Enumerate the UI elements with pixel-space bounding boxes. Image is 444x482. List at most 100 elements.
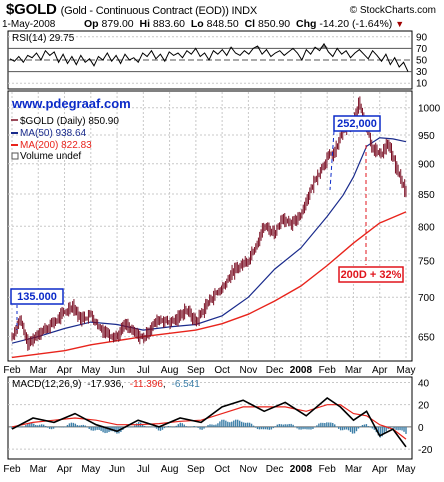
macd-tick-label: 0	[418, 423, 424, 434]
macd-histogram-bar	[270, 426, 273, 430]
macd-histogram-bar	[171, 426, 174, 428]
high-value: 883.60	[152, 18, 186, 30]
macd-histogram-bar	[46, 426, 49, 428]
macd-histogram-bar	[347, 426, 350, 431]
macd-histogram-bar	[304, 426, 306, 430]
macd-histogram-bar	[401, 426, 403, 431]
macd-histogram-bar	[324, 423, 326, 427]
macd-histogram-bar	[330, 422, 332, 427]
legend-price: $GOLD (Daily) 850.90	[20, 116, 119, 127]
macd-histogram-bar	[159, 426, 162, 431]
macd-histogram-bar	[37, 425, 39, 427]
callout-gain-box	[338, 266, 404, 283]
x-axis-label: Feb	[319, 365, 337, 376]
macd-histogram-bar	[343, 426, 346, 430]
macd-histogram-bar	[367, 426, 370, 427]
macd-histogram-bar	[80, 425, 82, 427]
chart-title: $GOLD (Gold - Continuous Contract (EOD))…	[6, 1, 257, 18]
macd-sep-2: ,	[163, 379, 166, 390]
macd-histogram-bar	[126, 426, 128, 428]
macd-histogram-bar	[70, 422, 73, 427]
macd-histogram-bar	[219, 421, 221, 427]
macd-histogram-bar	[369, 426, 372, 428]
macd-tick-label: -20	[418, 445, 433, 456]
macd-histogram-bar	[165, 426, 168, 428]
macd-histogram-bar	[181, 423, 183, 427]
macd-histogram-bar	[179, 422, 181, 427]
macd-histogram-bar	[62, 426, 65, 428]
macd-histogram-bar	[296, 426, 298, 429]
x-axis-label: May	[81, 365, 100, 376]
macd-histogram-bar	[334, 424, 336, 427]
x-axis-label: Mar	[30, 365, 48, 376]
macd-histogram-bar	[106, 426, 108, 433]
macd-histogram-bar	[389, 426, 391, 428]
macd-histogram-bar	[298, 426, 300, 430]
x-axis-label: Apr	[57, 464, 73, 475]
callout-peak-line	[329, 130, 335, 191]
macd-histogram-bar	[175, 425, 178, 427]
rsi-label: RSI(14) 29.75	[12, 33, 75, 44]
legend: $GOLD (Daily) 850.90 MA(50) 938.64 MA(20…	[11, 116, 119, 162]
macd-histogram-bar	[199, 426, 201, 430]
macd-histogram-bar	[167, 426, 170, 427]
macd-histogram-bar	[294, 426, 296, 428]
x-axis-label: Feb	[319, 464, 337, 475]
macd-histogram-bar	[262, 426, 265, 430]
macd-histogram-bar	[272, 426, 275, 429]
macd-histogram-bar	[217, 423, 219, 427]
x-axis-label: Sep	[187, 464, 205, 475]
macd-histogram-bar	[242, 422, 245, 427]
x-axis-label: Jul	[137, 365, 150, 376]
macd-histogram-bar	[209, 424, 211, 427]
macd-histogram-bar	[56, 426, 59, 428]
macd-histogram-bar	[235, 419, 237, 427]
macd-histogram-bar	[72, 422, 75, 427]
macd-histogram-bar	[98, 426, 100, 430]
close-value: 850.90	[258, 18, 291, 30]
rsi-tick-label: 30	[416, 67, 428, 78]
legend-volume: Volume undef	[20, 151, 81, 162]
x-axis-label: Jun	[109, 365, 125, 376]
macd-histogram-bar	[203, 426, 205, 429]
macd-sep-1: ,	[121, 379, 124, 390]
macd-histogram-bar	[300, 426, 302, 430]
x-axis-label: May	[397, 464, 416, 475]
x-axis-label: Nov	[240, 464, 258, 475]
macd-histogram-bar	[312, 426, 314, 429]
macd-histogram-bar	[191, 426, 193, 427]
annotation-start: 135.000	[10, 288, 64, 330]
macd-histogram-bar	[66, 424, 69, 427]
macd-histogram-bar	[189, 426, 191, 428]
close-label: Cl	[244, 18, 256, 30]
macd-histogram-bar	[195, 426, 197, 427]
macd-histogram-bar	[104, 426, 106, 434]
open-label: Op	[84, 18, 99, 30]
callout-peak-box	[333, 115, 381, 132]
macd-histogram-bar	[58, 426, 61, 428]
macd-histogram-bar	[290, 423, 292, 427]
macd-histogram-bar	[100, 426, 102, 431]
macd-histogram-bar	[134, 425, 136, 427]
macd-histogram-bar	[145, 426, 148, 428]
macd-histogram-bar	[76, 425, 79, 427]
macd-histogram-bar	[223, 419, 225, 427]
macd-histogram-bar	[52, 426, 55, 429]
macd-histogram-bar	[68, 423, 71, 427]
macd-histogram-bar	[318, 423, 320, 427]
rsi-tick-label: 10	[416, 79, 428, 90]
price-tick-label: 750	[418, 257, 435, 268]
macd-histogram-bar	[128, 426, 130, 428]
x-axis-label: Dec	[266, 464, 284, 475]
macd-histogram-bar	[90, 426, 92, 431]
macd-histogram-bar	[336, 426, 338, 428]
macd-histogram-bar	[221, 419, 223, 427]
macd-histogram-bar	[292, 424, 294, 427]
site-url[interactable]: www.pdegraaf.com	[11, 96, 131, 111]
macd-histogram-bar	[233, 420, 235, 427]
macd-histogram-bar	[193, 426, 195, 427]
rsi-tick-label: 50	[416, 56, 428, 67]
rsi-tick-label: 90	[416, 32, 428, 43]
